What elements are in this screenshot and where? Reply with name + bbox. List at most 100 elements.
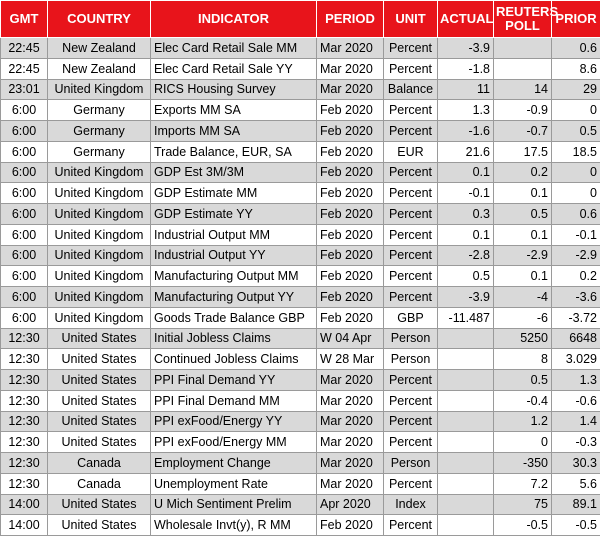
table-row: 12:30 Canada Employment Change Mar 2020 Pers… [0, 452, 600, 474]
table-row: 12:30 United States PPI exFood/Energy MM Ma… [0, 431, 600, 453]
cell: 0.1 [437, 161, 494, 184]
table-row: 12:30 United States Initial Jobless Claims… [0, 327, 600, 350]
cell: Canada [47, 472, 151, 495]
cell: GDP Estimate MM [150, 182, 317, 204]
cell: 75 [493, 493, 552, 516]
cell: Percent [383, 37, 438, 59]
cell: -3.9 [437, 37, 494, 59]
cell: Feb 2020 [316, 120, 384, 142]
table-row: 6:00 United Kingdom GDP Est 3M/3M Feb 2020 P… [0, 161, 600, 184]
cell: 5250 [493, 327, 552, 350]
cell: Index [383, 493, 438, 516]
cell: Percent [383, 203, 438, 225]
cell: Percent [383, 57, 438, 80]
cell: 5.6 [551, 472, 600, 495]
cell: Manufacturing Output MM [150, 265, 317, 287]
cell: Mar 2020 [316, 452, 384, 474]
cell: Manufacturing Output YY [150, 286, 317, 308]
cell: 6:00 [0, 120, 48, 142]
cell: 0.1 [437, 223, 494, 246]
cell: 6:00 [0, 182, 48, 204]
table-row: 12:30 United States PPI Final Demand YY Mar… [0, 369, 600, 391]
table-row: 22:45 New Zealand Elec Card Retail Sale YY… [0, 57, 600, 80]
cell: -2.9 [551, 244, 600, 267]
cell: Person [383, 348, 438, 370]
table-row: 6:00 Germany Imports MM SA Feb 2020 Percent -… [0, 120, 600, 142]
cell: 29 [551, 78, 600, 101]
cell: United States [47, 514, 151, 536]
cell: Mar 2020 [316, 78, 384, 101]
cell: 12:30 [0, 472, 48, 495]
cell: 1.3 [437, 99, 494, 121]
cell: RICS Housing Survey [150, 78, 317, 101]
cell: 6648 [551, 327, 600, 350]
cell [493, 57, 552, 80]
cell: United Kingdom [47, 265, 151, 287]
cell: United Kingdom [47, 203, 151, 225]
table-row: 12:30 United States Continued Jobless Clai… [0, 348, 600, 370]
cell: 0.5 [437, 265, 494, 287]
cell: 89.1 [551, 493, 600, 516]
cell: Feb 2020 [316, 203, 384, 225]
cell: -1.6 [437, 120, 494, 142]
cell: 0.5 [493, 369, 552, 391]
cell: Percent [383, 514, 438, 536]
cell: 6:00 [0, 99, 48, 121]
cell: 8 [493, 348, 552, 370]
cell: 0.5 [493, 203, 552, 225]
cell: -0.5 [551, 514, 600, 536]
cell: United Kingdom [47, 244, 151, 267]
cell [437, 452, 494, 474]
cell: -3.6 [551, 286, 600, 308]
cell: 0.5 [551, 120, 600, 142]
column-header: PERIOD [316, 0, 384, 38]
cell: -6 [493, 306, 552, 329]
cell: Percent [383, 472, 438, 495]
cell: 0.1 [493, 223, 552, 246]
cell: Mar 2020 [316, 369, 384, 391]
cell: 6:00 [0, 265, 48, 287]
cell: Percent [383, 286, 438, 308]
cell: PPI exFood/Energy MM [150, 431, 317, 453]
column-header: INDICATOR [150, 0, 317, 38]
cell: 23:01 [0, 78, 48, 101]
cell: -350 [493, 452, 552, 474]
cell: Germany [47, 140, 151, 163]
cell: -11.487 [437, 306, 494, 329]
cell: PPI Final Demand MM [150, 389, 317, 412]
column-header: PRIOR [551, 0, 600, 38]
cell: Goods Trade Balance GBP [150, 306, 317, 329]
cell: Unemployment Rate [150, 472, 317, 495]
cell: GDP Est 3M/3M [150, 161, 317, 184]
column-header: COUNTRY [47, 0, 151, 38]
cell: Feb 2020 [316, 99, 384, 121]
cell: Mar 2020 [316, 410, 384, 433]
cell: Percent [383, 161, 438, 184]
cell [437, 410, 494, 433]
cell: 12:30 [0, 327, 48, 350]
cell: -2.8 [437, 244, 494, 267]
cell [493, 37, 552, 59]
cell: Percent [383, 99, 438, 121]
cell: 14:00 [0, 493, 48, 516]
cell: Percent [383, 389, 438, 412]
cell: New Zealand [47, 37, 151, 59]
table-row: 12:30 Canada Unemployment Rate Mar 2020 Perc… [0, 472, 600, 495]
cell: United States [47, 389, 151, 412]
table-body: 22:45 New Zealand Elec Card Retail Sale MM… [0, 37, 600, 536]
cell: Feb 2020 [316, 265, 384, 287]
cell: 6:00 [0, 203, 48, 225]
column-header: REUTERS POLL [493, 0, 558, 38]
cell: -3.72 [551, 306, 600, 329]
cell: Elec Card Retail Sale YY [150, 57, 317, 80]
table-row: 6:00 Germany Exports MM SA Feb 2020 Percent 1… [0, 99, 600, 121]
cell: United States [47, 493, 151, 516]
cell [437, 514, 494, 536]
cell: Industrial Output MM [150, 223, 317, 246]
cell: Feb 2020 [316, 306, 384, 329]
cell: 1.4 [551, 410, 600, 433]
cell: -0.1 [437, 182, 494, 204]
cell: Percent [383, 223, 438, 246]
cell: 0.2 [493, 161, 552, 184]
